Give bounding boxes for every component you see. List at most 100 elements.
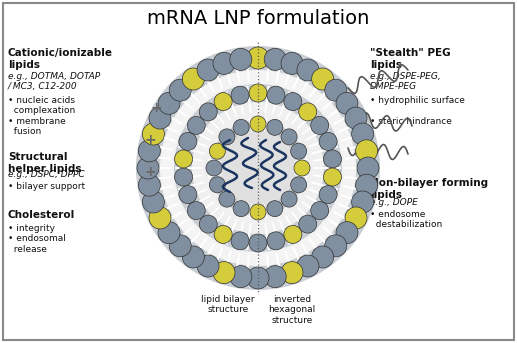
Circle shape bbox=[142, 191, 164, 213]
Circle shape bbox=[149, 207, 171, 229]
Circle shape bbox=[284, 93, 302, 110]
Circle shape bbox=[187, 116, 205, 134]
Circle shape bbox=[213, 52, 235, 74]
Circle shape bbox=[357, 157, 379, 179]
Circle shape bbox=[183, 68, 204, 90]
Circle shape bbox=[267, 201, 283, 217]
Circle shape bbox=[175, 168, 192, 186]
Circle shape bbox=[345, 107, 367, 129]
Ellipse shape bbox=[160, 70, 356, 266]
Circle shape bbox=[250, 116, 266, 132]
Circle shape bbox=[324, 150, 341, 168]
Circle shape bbox=[247, 267, 269, 289]
Circle shape bbox=[137, 157, 159, 179]
Text: • nucleic acids
  complexation
• membrane
  fusion: • nucleic acids complexation • membrane … bbox=[8, 96, 75, 136]
Circle shape bbox=[325, 79, 347, 101]
Circle shape bbox=[142, 123, 164, 145]
Circle shape bbox=[209, 143, 225, 159]
Circle shape bbox=[197, 59, 219, 81]
Circle shape bbox=[352, 123, 374, 145]
Circle shape bbox=[149, 107, 171, 129]
Circle shape bbox=[299, 103, 317, 121]
Text: Cationic/ionizable
lipids: Cationic/ionizable lipids bbox=[8, 48, 113, 70]
Circle shape bbox=[158, 222, 180, 244]
FancyBboxPatch shape bbox=[3, 3, 514, 340]
Text: +: + bbox=[150, 101, 162, 115]
Text: mRNA LNP formulation: mRNA LNP formulation bbox=[147, 9, 370, 27]
Circle shape bbox=[281, 262, 303, 284]
Text: lipid bilayer
structure: lipid bilayer structure bbox=[201, 295, 255, 315]
Circle shape bbox=[169, 235, 191, 257]
Text: e.g., DSPE-PEG,
DMPE-PEG: e.g., DSPE-PEG, DMPE-PEG bbox=[370, 72, 441, 91]
Circle shape bbox=[281, 52, 303, 74]
Circle shape bbox=[175, 150, 192, 168]
Circle shape bbox=[297, 59, 319, 81]
Text: e.g., DSPC, DPPC: e.g., DSPC, DPPC bbox=[8, 170, 85, 179]
Circle shape bbox=[169, 79, 191, 101]
Circle shape bbox=[219, 191, 235, 207]
Circle shape bbox=[139, 140, 160, 162]
Circle shape bbox=[291, 143, 307, 159]
Circle shape bbox=[319, 186, 337, 204]
Circle shape bbox=[297, 255, 319, 277]
Circle shape bbox=[179, 186, 197, 204]
Circle shape bbox=[233, 119, 249, 135]
Circle shape bbox=[247, 47, 269, 69]
Circle shape bbox=[139, 174, 160, 196]
Circle shape bbox=[345, 207, 367, 229]
Circle shape bbox=[179, 132, 197, 150]
Circle shape bbox=[231, 232, 249, 250]
Ellipse shape bbox=[220, 130, 296, 206]
Circle shape bbox=[267, 119, 283, 135]
Circle shape bbox=[294, 160, 310, 176]
Circle shape bbox=[231, 86, 249, 104]
Circle shape bbox=[311, 116, 329, 134]
Circle shape bbox=[249, 234, 267, 252]
Circle shape bbox=[183, 246, 204, 268]
Circle shape bbox=[187, 202, 205, 220]
Text: • hydrophilic surface

• steric hindrance: • hydrophilic surface • steric hindrance bbox=[370, 96, 465, 126]
Circle shape bbox=[264, 265, 286, 288]
Circle shape bbox=[281, 191, 297, 207]
Text: e.g., DOPE: e.g., DOPE bbox=[370, 198, 418, 207]
Circle shape bbox=[336, 222, 358, 244]
Circle shape bbox=[319, 132, 337, 150]
Text: Cholesterol: Cholesterol bbox=[8, 210, 75, 220]
Circle shape bbox=[352, 191, 374, 213]
Text: Non-bilayer forming
lipids: Non-bilayer forming lipids bbox=[370, 178, 488, 200]
Circle shape bbox=[230, 265, 252, 288]
Circle shape bbox=[284, 225, 302, 244]
Circle shape bbox=[197, 255, 219, 277]
Ellipse shape bbox=[174, 84, 342, 252]
Circle shape bbox=[264, 48, 286, 70]
Ellipse shape bbox=[210, 120, 306, 216]
Circle shape bbox=[158, 92, 180, 114]
Circle shape bbox=[199, 103, 217, 121]
Circle shape bbox=[209, 177, 225, 193]
Circle shape bbox=[230, 48, 252, 70]
Circle shape bbox=[219, 129, 235, 145]
Text: inverted
hexagonal
structure: inverted hexagonal structure bbox=[268, 295, 315, 325]
Circle shape bbox=[312, 246, 333, 268]
Ellipse shape bbox=[192, 102, 324, 234]
Text: • endosome
  destabilization: • endosome destabilization bbox=[370, 210, 442, 229]
Circle shape bbox=[214, 225, 232, 244]
Circle shape bbox=[356, 174, 377, 196]
Circle shape bbox=[214, 93, 232, 110]
Circle shape bbox=[311, 202, 329, 220]
Circle shape bbox=[299, 215, 317, 233]
Circle shape bbox=[233, 201, 249, 217]
Text: "Stealth" PEG
lipids: "Stealth" PEG lipids bbox=[370, 48, 451, 70]
Text: e.g., DOTMA, DOTAP
/ MC3, C12-200: e.g., DOTMA, DOTAP / MC3, C12-200 bbox=[8, 72, 100, 91]
Circle shape bbox=[291, 177, 307, 193]
Circle shape bbox=[249, 84, 267, 102]
Circle shape bbox=[267, 232, 285, 250]
Text: • integrity
• endosomal
  release: • integrity • endosomal release bbox=[8, 224, 66, 254]
Circle shape bbox=[336, 92, 358, 114]
Circle shape bbox=[250, 204, 266, 220]
Circle shape bbox=[206, 160, 222, 176]
Circle shape bbox=[281, 129, 297, 145]
Text: +: + bbox=[144, 133, 156, 147]
Text: • bilayer support: • bilayer support bbox=[8, 182, 85, 191]
Circle shape bbox=[199, 215, 217, 233]
